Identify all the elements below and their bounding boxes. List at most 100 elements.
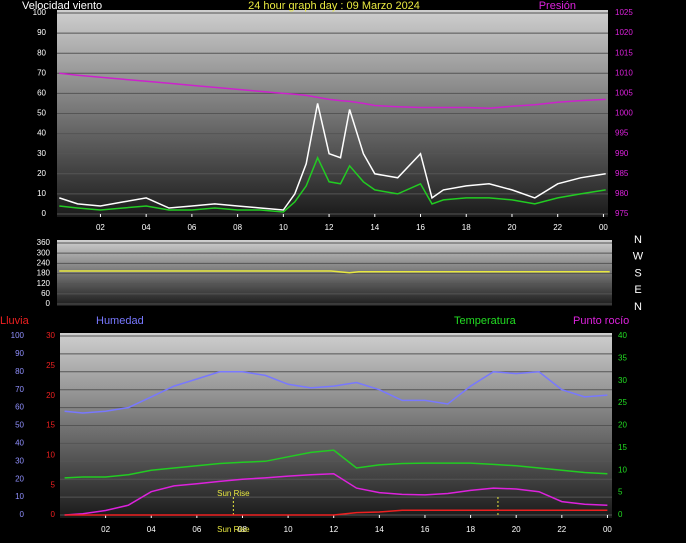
y-tick-label: 20 (46, 391, 55, 400)
y-tick-label: 70 (37, 68, 46, 77)
y-tick-label: 50 (15, 421, 24, 430)
x-tick-label: 02 (101, 525, 110, 534)
y-tick-label: 0 (20, 510, 25, 519)
x-tick-label: 04 (147, 525, 156, 534)
y-tick-label: 300 (37, 248, 51, 257)
y-tick-label: 15 (618, 443, 627, 452)
y-tick-label: 30 (618, 376, 627, 385)
x-tick-label: 08 (233, 223, 242, 232)
x-tick-label: 12 (325, 223, 334, 232)
annotation: Sun Rise (217, 525, 250, 534)
direction-label: N (634, 234, 642, 246)
axis-label: Presión (539, 0, 576, 12)
direction-label: N (634, 301, 642, 313)
y-tick-label: 10 (15, 492, 24, 501)
series-line (59, 155, 606, 213)
y-tick-label: 980 (615, 189, 629, 198)
y-tick-label: 10 (37, 189, 46, 198)
x-tick-label: 00 (599, 223, 608, 232)
y-tick-label: 0 (46, 299, 51, 308)
y-tick-label: 35 (618, 353, 627, 362)
y-tick-label: 20 (37, 169, 46, 178)
series-line (64, 473, 608, 516)
chart-title: 24 hour graph day : 09 Marzo 2024 (248, 0, 420, 12)
y-tick-label: 5 (618, 488, 623, 497)
y-tick-label: 240 (37, 258, 51, 267)
x-tick-label: 00 (603, 525, 612, 534)
y-tick-label: 20 (15, 474, 24, 483)
y-tick-label: 25 (618, 398, 627, 407)
y-tick-label: 40 (618, 331, 627, 340)
y-tick-label: 70 (15, 385, 24, 394)
x-tick-label: 16 (421, 525, 430, 534)
y-tick-label: 1010 (615, 68, 633, 77)
direction-label: W (633, 251, 644, 263)
y-tick-label: 180 (37, 269, 51, 278)
y-tick-label: 30 (15, 456, 24, 465)
x-tick-label: 22 (553, 223, 562, 232)
x-tick-label: 04 (142, 223, 151, 232)
y-tick-label: 15 (46, 421, 55, 430)
y-tick-label: 1015 (615, 48, 633, 57)
y-tick-label: 0 (51, 510, 56, 519)
y-tick-label: 25 (46, 361, 55, 370)
x-tick-label: 10 (284, 525, 293, 534)
y-tick-label: 1025 (615, 8, 633, 17)
x-tick-label: 20 (512, 525, 521, 534)
y-tick-label: 0 (42, 209, 47, 218)
y-tick-label: 990 (615, 149, 629, 158)
y-tick-label: 100 (33, 8, 47, 17)
direction-label: S (634, 267, 641, 279)
y-tick-label: 5 (51, 480, 56, 489)
y-tick-label: 1020 (615, 28, 633, 37)
series-line (64, 449, 608, 479)
y-tick-label: 80 (15, 367, 24, 376)
y-tick-label: 20 (618, 421, 627, 430)
x-tick-label: 08 (238, 525, 247, 534)
y-tick-label: 995 (615, 129, 629, 138)
y-tick-label: 90 (37, 28, 46, 37)
y-tick-label: 1005 (615, 89, 633, 98)
y-tick-label: 120 (37, 279, 51, 288)
axis-label: Temperatura (454, 315, 517, 327)
x-tick-label: 18 (466, 525, 475, 534)
direction-label: E (634, 284, 641, 296)
y-tick-label: 40 (37, 129, 46, 138)
y-tick-label: 0 (618, 510, 623, 519)
y-tick-label: 50 (37, 109, 46, 118)
x-tick-label: 06 (192, 525, 201, 534)
y-tick-label: 40 (15, 439, 24, 448)
x-tick-label: 10 (279, 223, 288, 232)
y-tick-label: 10 (46, 450, 55, 459)
x-tick-label: 06 (187, 223, 196, 232)
y-tick-label: 10 (618, 465, 627, 474)
y-tick-label: 1000 (615, 109, 633, 118)
annotation: Sun Rise (217, 489, 250, 498)
axis-label: Humedad (96, 315, 144, 327)
y-tick-label: 985 (615, 169, 629, 178)
y-tick-label: 100 (11, 331, 25, 340)
x-tick-label: 20 (508, 223, 517, 232)
x-tick-label: 16 (416, 223, 425, 232)
y-tick-label: 80 (37, 48, 46, 57)
y-tick-label: 360 (37, 238, 51, 247)
series-line (59, 103, 606, 211)
axis-label: Velocidad viento (22, 0, 102, 12)
axis-label: Lluvia (0, 315, 30, 327)
x-tick-label: 14 (370, 223, 379, 232)
x-tick-label: 12 (329, 525, 338, 534)
axis-label: Punto rocío (573, 315, 629, 327)
y-tick-label: 975 (615, 209, 629, 218)
x-tick-label: 22 (557, 525, 566, 534)
series-line (59, 72, 606, 110)
y-tick-label: 60 (37, 89, 46, 98)
y-tick-label: 90 (15, 349, 24, 358)
y-tick-label: 30 (37, 149, 46, 158)
x-tick-label: 18 (462, 223, 471, 232)
series-line (64, 371, 608, 414)
y-tick-label: 30 (46, 331, 55, 340)
y-tick-label: 60 (15, 403, 24, 412)
y-tick-label: 60 (41, 289, 50, 298)
